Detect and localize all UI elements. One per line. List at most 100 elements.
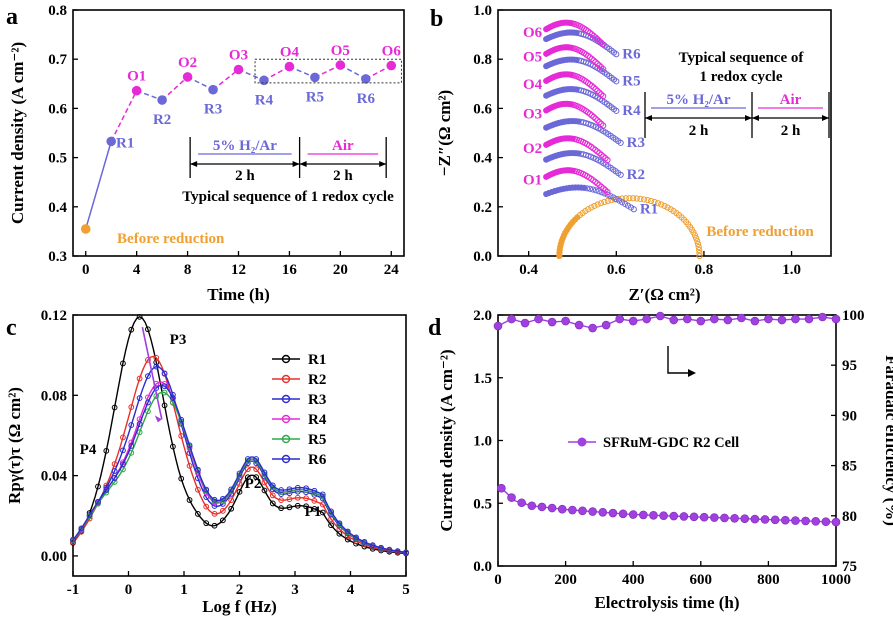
panel-c-point-r1: [303, 503, 310, 510]
panel-d-y2tick-label: 80: [842, 509, 857, 525]
panel-b-before-point: [630, 195, 637, 202]
panel-c-point-r1: [145, 326, 151, 333]
panel-c-point-r6: [278, 487, 285, 493]
panel-a-xtick-label: 4: [133, 262, 141, 278]
panel-c-point-r1: [244, 474, 251, 481]
panel-c-point-r2: [253, 466, 260, 473]
panel-c-legend-marker: [281, 354, 291, 364]
panel-c-xtick-label: -1: [67, 582, 80, 598]
panel-b-arc-label: R5: [622, 73, 640, 89]
panel-a-duration1-label: 2 h: [235, 168, 255, 184]
panel-b-before-point: [696, 246, 703, 254]
panel-label-b: b: [430, 6, 443, 32]
panel-c-point-r1: [186, 497, 193, 503]
panel-c-legend-marker: [281, 414, 291, 424]
panel-b-arc-point-o5: [596, 62, 603, 69]
panel-c-point-r2: [269, 492, 276, 499]
panel-a-point-label: O1: [127, 69, 146, 85]
panel-d-current-point: [497, 483, 506, 493]
panel-c-point-r6: [294, 484, 301, 491]
panel-c-point-r2: [228, 497, 235, 504]
panel-c-point-r6: [95, 498, 101, 505]
panel-b-arc-point-o5: [598, 64, 605, 71]
panel-c-legend-label: R4: [308, 412, 327, 428]
panel-d-fe-point: [507, 314, 516, 324]
panel-b-arc-point-o4: [598, 91, 605, 98]
panel-a-cycle-box: [254, 58, 402, 84]
panel-b-arc-point-r1: [589, 186, 597, 193]
panel-b-arc-point-r1: [592, 187, 599, 194]
panel-d-current-point: [801, 516, 810, 526]
panel-c-point-r1: [203, 520, 210, 527]
panel-b-before-point: [691, 232, 698, 239]
panel-c-point-r6: [128, 443, 135, 449]
panel-a-point-o4: [284, 61, 295, 72]
panel-b-arc-point-o6: [596, 37, 603, 44]
panel-c-xtick-label: 0: [125, 582, 133, 598]
panel-d-fe-point: [831, 314, 841, 324]
panel-b-before-point: [651, 198, 658, 206]
panel-c: -1 0 1 2 3 4 5 0.00 0.04 0.08 0.12 Log f (Hz) Rpγ(τ)…: [5, 308, 410, 616]
panel-c-point-r6: [136, 421, 143, 427]
panel-c-point-r1: [286, 504, 293, 511]
panel-c-point-r6: [303, 485, 310, 492]
panel-a-point-o2: [182, 72, 193, 82]
panel-c-point-r6: [394, 548, 401, 555]
panel-b-caption-line2: 1 redox cycle: [699, 69, 782, 85]
panel-a-connector: [339, 64, 367, 80]
panel-d-fe-point: [561, 316, 570, 326]
panel-b-before-point: [661, 202, 668, 210]
panel-c-point-r6: [186, 442, 193, 449]
panel-c-point-r5: [161, 389, 168, 396]
panel-d-fe-point: [574, 320, 584, 330]
panel-c-trend-arrowhead: [154, 415, 162, 423]
panel-c-point-r2: [145, 356, 151, 363]
panel-c-point-r6: [378, 544, 384, 551]
panel-b-arc-point-o6: [586, 29, 593, 36]
panel-c-point-r6: [328, 508, 334, 515]
panel-c-point-r6: [86, 512, 93, 518]
panel-d-current-point: [649, 510, 658, 520]
panel-a-xtick-label: 24: [384, 262, 400, 278]
panel-c-point-r6: [369, 542, 376, 549]
panel-a-xtick-label: 20: [333, 262, 348, 278]
panel-b-before-point: [696, 249, 703, 257]
panel-b-before-point: [696, 252, 703, 260]
panel-b-arc-point-r2: [617, 171, 624, 178]
panel-c-point-r5: [145, 408, 151, 415]
panel-c-point-r1: [136, 313, 143, 320]
panel-c-point-r6: [386, 546, 393, 553]
panel-b-arc-point-o3: [590, 113, 597, 121]
panel-a-ytick-label: 0.7: [48, 52, 67, 68]
panel-b-before-point: [695, 243, 702, 251]
panel-b-before-point: [594, 201, 601, 208]
panel-a-point-r3: [208, 84, 218, 95]
panel-c-point-r6: [336, 520, 343, 527]
panel-c-point-r1: [294, 502, 301, 509]
panel-a-connector: [161, 76, 189, 101]
panel-d-fe-point: [777, 315, 787, 325]
panel-a-ytick-label: 0.8: [48, 3, 67, 19]
panel-d-current-point: [730, 514, 739, 523]
panel-b-arc-point-o3: [586, 110, 593, 117]
panel-b-before-point: [591, 202, 598, 210]
panel-a-duration1-arrow-head-left: [190, 161, 198, 167]
panel-b-arc-label: O5: [523, 50, 542, 66]
panel-d-fe-point: [818, 312, 827, 322]
panel-d-current-point: [588, 507, 597, 516]
panel-c-peak-label: P4: [80, 442, 97, 458]
panel-a-point-label: Before reduction: [117, 231, 225, 247]
panel-c-point-r6: [253, 456, 260, 462]
panel-c-point-r3: [111, 468, 118, 474]
panel-b-arc-label: R2: [627, 167, 645, 183]
panel-d-fe-point: [520, 318, 530, 328]
panel-d-fe-point: [601, 320, 611, 330]
panel-b-before-point: [588, 204, 595, 211]
panel-d-current-point: [598, 507, 608, 517]
panel-d-fe-point: [750, 316, 760, 326]
panel-d-xtick-label: 1000: [821, 572, 851, 588]
panel-b-arc-point-o4: [594, 87, 601, 94]
panel-d-current-point: [679, 512, 689, 521]
panel-d-y2tick-label: 100: [842, 308, 865, 324]
